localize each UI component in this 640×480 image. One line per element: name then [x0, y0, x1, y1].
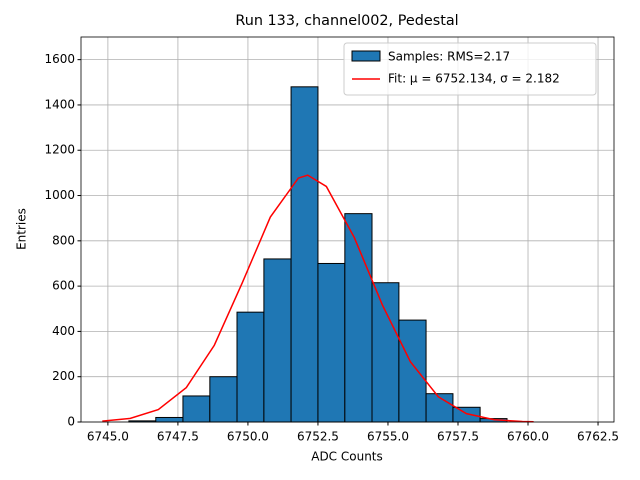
legend-label: Fit: μ = 6752.134, σ = 2.182	[388, 72, 560, 86]
fit-line	[102, 174, 534, 423]
y-tick-label: 0	[67, 415, 75, 429]
legend: Samples: RMS=2.17 Fit: μ = 6752.134, σ = …	[343, 42, 597, 96]
axes-frame	[80, 36, 615, 423]
y-tick-label: 200	[52, 369, 75, 383]
legend-label: Samples: RMS=2.17	[388, 50, 510, 64]
x-tick-label: 6762.5	[577, 430, 619, 444]
chart-title: Run 133, channel002, Pedestal	[235, 13, 458, 29]
x-tick-label: 6760.0	[507, 430, 549, 444]
x-tick-label: 6757.5	[437, 430, 479, 444]
x-tick-label: 6755.0	[367, 430, 409, 444]
bar	[182, 395, 211, 423]
bar	[263, 258, 292, 423]
x-tick-label: 6745.0	[87, 430, 129, 444]
y-tick-label: 1400	[44, 97, 75, 111]
y-tick-label: 1000	[44, 188, 75, 202]
x-axis-label: ADC Counts	[311, 450, 383, 464]
bar	[452, 406, 481, 423]
y-tick-label: 1200	[44, 143, 75, 157]
y-tick-label: 400	[52, 324, 75, 338]
x-tick-label: 6752.5	[297, 430, 339, 444]
bar	[155, 416, 184, 423]
bar	[290, 86, 319, 423]
y-tick-label: 600	[52, 279, 75, 293]
bar	[371, 282, 400, 423]
bar	[209, 376, 238, 423]
legend-swatch	[351, 50, 381, 62]
y-tick-label: 800	[52, 233, 75, 247]
legend-frame	[343, 42, 597, 96]
x-tick-label: 6750.0	[227, 430, 269, 444]
bar	[398, 319, 427, 423]
y-axis-label: Entries	[15, 208, 29, 250]
bar	[317, 262, 346, 423]
bar	[236, 311, 265, 423]
y-tick-label: 1600	[44, 52, 75, 66]
bar	[344, 213, 373, 423]
x-tick-label: 6747.5	[157, 430, 199, 444]
